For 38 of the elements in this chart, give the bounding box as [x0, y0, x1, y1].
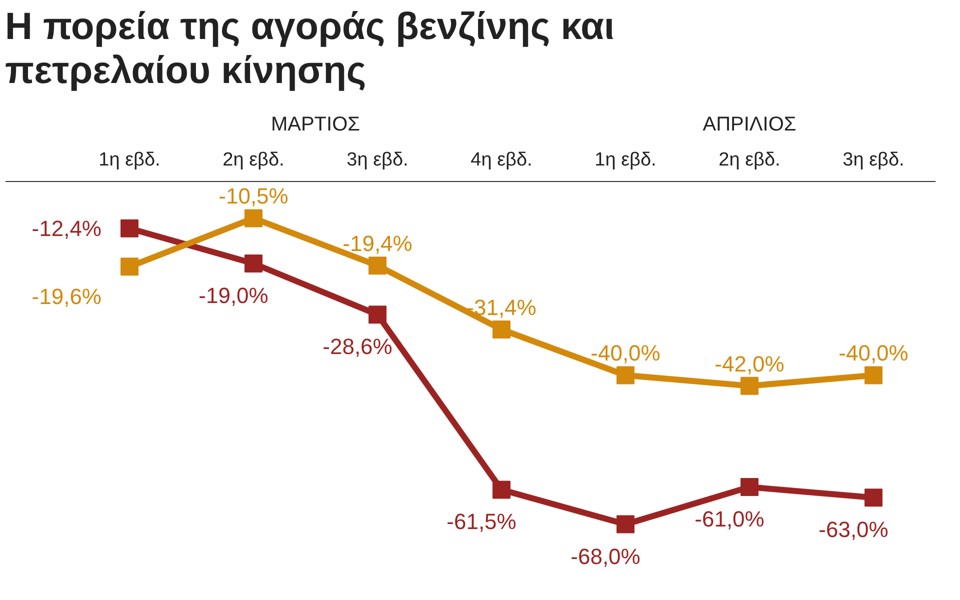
- point: [864, 488, 882, 507]
- data-label: -28,6%: [322, 334, 392, 360]
- data-label: -63,0%: [818, 517, 888, 542]
- data-label: -12,4%: [32, 216, 102, 241]
- data-label: -68,0%: [570, 544, 640, 569]
- data-label: -40,0%: [838, 340, 908, 366]
- point: [492, 480, 510, 499]
- x-tick-label: 3η εβδ.: [842, 150, 904, 170]
- x-tick-label: 4η εβδ.: [470, 150, 532, 170]
- point: [740, 478, 758, 496]
- point: [864, 366, 882, 384]
- data-label: -19,4%: [342, 231, 412, 256]
- point: [244, 254, 262, 272]
- point: [244, 209, 262, 228]
- point: [616, 515, 634, 534]
- point: [120, 219, 138, 238]
- x-tick-label: 2η εβδ.: [718, 150, 780, 170]
- text: ΜΑΡΤΙΟΣ: [270, 114, 360, 136]
- point: [368, 306, 386, 324]
- data-label: -31,4%: [466, 294, 536, 320]
- point: [120, 258, 138, 276]
- data-label: -42,0%: [714, 351, 784, 376]
- data-label: -19,0%: [198, 282, 268, 308]
- data-label: -40,0%: [590, 340, 660, 366]
- x-tick-label: 2η εβδ.: [222, 150, 284, 170]
- text: ΑΠΡΙΛΙΟΣ: [702, 114, 796, 136]
- chart-title: Η πορεία της αγοράς βενζίνης και πετρελαίου κίνησης: [5, 5, 616, 93]
- point: [368, 256, 386, 275]
- x-tick-label: 1η εβδ.: [594, 150, 656, 170]
- x-tick-label: 3η εβδ.: [346, 150, 408, 170]
- data-label: -61,5%: [446, 509, 516, 534]
- data-label: -19,6%: [32, 284, 102, 310]
- point: [616, 366, 634, 384]
- data-label: -10,5%: [218, 184, 288, 209]
- data-label: -61,0%: [694, 506, 764, 532]
- point: [740, 376, 758, 395]
- x-tick-label: 1η εβδ.: [98, 150, 160, 170]
- point: [492, 320, 510, 338]
